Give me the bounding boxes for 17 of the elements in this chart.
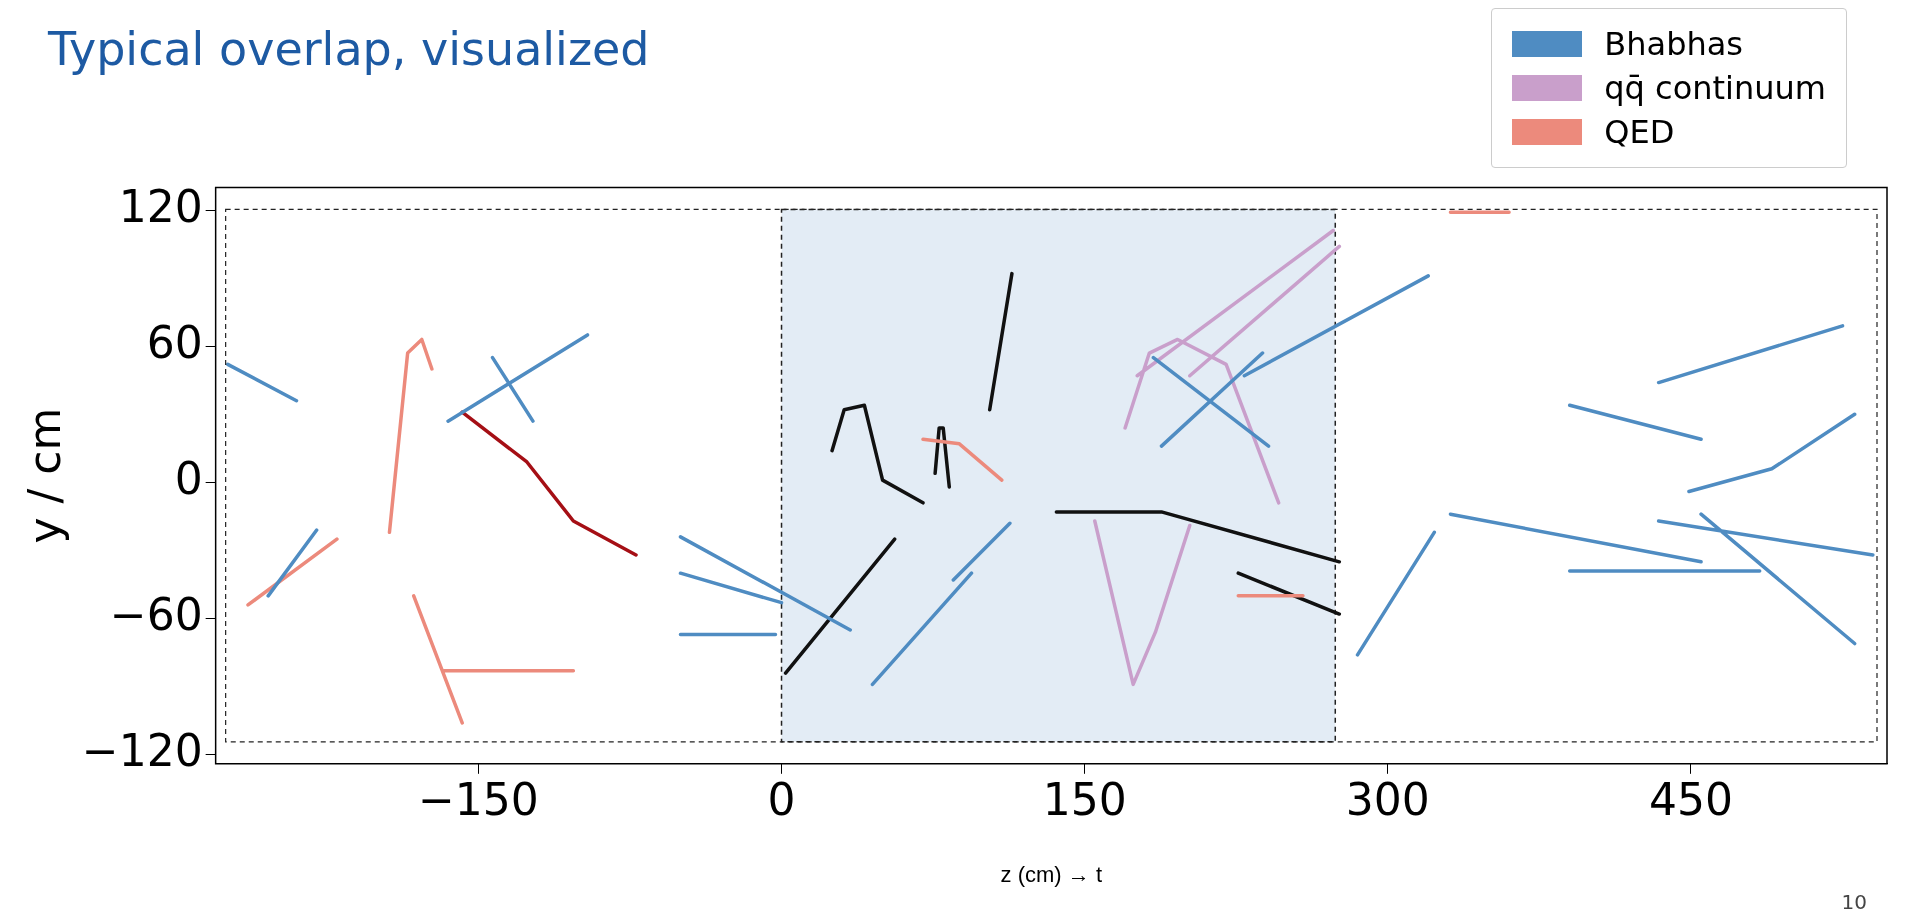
x-tick-label: 0	[767, 773, 796, 825]
legend-label: qq̄ continuum	[1604, 69, 1826, 107]
y-tick-label: 60	[146, 316, 203, 368]
x-tick-label: −150	[417, 773, 539, 825]
legend-label: Bhabhas	[1604, 25, 1744, 63]
chart-title: Typical overlap, visualized	[48, 22, 650, 76]
y-tick-label: −60	[109, 589, 203, 640]
text: 10	[1841, 890, 1867, 914]
x-tick-label: 300	[1345, 773, 1430, 825]
x-axis-title: z (cm) → t	[1000, 861, 1103, 887]
legend-label: QED	[1604, 113, 1675, 151]
y-axis-title: y / cm	[18, 407, 70, 544]
y-tick-label: −120	[81, 725, 203, 777]
x-tick-label: 150	[1042, 773, 1127, 825]
y-tick-label: 0	[174, 452, 203, 504]
y-tick-label: 120	[118, 180, 203, 232]
x-tick-label: 450	[1648, 773, 1733, 825]
